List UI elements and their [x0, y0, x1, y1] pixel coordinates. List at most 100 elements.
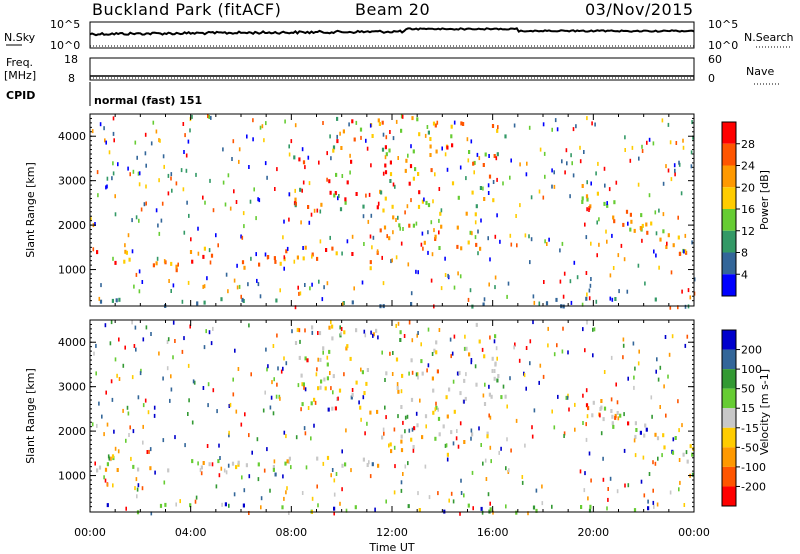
scatter-pixel [585, 388, 588, 393]
scatter-pixel [500, 446, 502, 451]
data-pixel [488, 392, 491, 397]
scatter-pixel [135, 347, 137, 352]
scatter-pixel [508, 468, 510, 473]
scatter-pixel [171, 188, 173, 193]
y-tick-label: 4000 [58, 336, 86, 349]
scatter-pixel [228, 404, 231, 408]
data-pixel [465, 211, 468, 216]
scatter-pixel [656, 357, 658, 362]
data-pixel [677, 235, 680, 240]
data-pixel [175, 268, 178, 273]
scatter-pixel [416, 372, 419, 377]
scatter-pixel [448, 498, 450, 503]
scatter-pixel [444, 273, 447, 277]
scatter-pixel [588, 288, 591, 293]
data-pixel [344, 462, 347, 467]
scatter-pixel [162, 376, 164, 381]
scatter-pixel [691, 120, 693, 125]
data-pixel [456, 225, 459, 230]
scatter-pixel [112, 256, 114, 261]
data-pixel [385, 152, 388, 157]
scatter-pixel [533, 408, 536, 413]
scatter-pixel [291, 329, 293, 334]
velocity-axis-ticks: 1000 2000 3000 4000 [58, 320, 695, 512]
scatter-pixel [424, 464, 427, 469]
scatter-pixel [457, 271, 459, 276]
scatter-pixel [541, 501, 544, 506]
scatter-pixel [675, 141, 678, 145]
scatter-pixel [161, 201, 164, 206]
data-pixel [383, 225, 387, 230]
scatter-pixel [235, 200, 238, 204]
scatter-pixel [118, 377, 121, 381]
scatter-pixel [127, 233, 130, 238]
data-pixel [377, 463, 380, 468]
data-pixel [243, 265, 246, 270]
data-pixel [316, 456, 319, 461]
scatter-pixel [369, 474, 372, 479]
data-pixel [392, 215, 395, 220]
scatter-pixel [620, 243, 623, 248]
scatter-pixel [473, 170, 475, 175]
data-pixel [336, 116, 339, 121]
scatter-pixel [233, 492, 236, 497]
scatter-pixel [221, 502, 223, 507]
data-pixel [500, 395, 503, 400]
data-pixel [382, 208, 385, 213]
scatter-pixel [548, 237, 550, 242]
scatter-pixel [215, 233, 217, 238]
scatter-pixel [244, 412, 246, 417]
scatter-pixel [624, 148, 626, 152]
data-pixel [585, 194, 589, 199]
data-pixel [437, 416, 441, 421]
scatter-pixel [441, 146, 443, 151]
scatter-pixel [137, 171, 140, 176]
scatter-pixel [586, 292, 588, 297]
scatter-pixel [301, 147, 304, 152]
scatter-pixel [248, 511, 250, 515]
scatter-pixel [556, 343, 558, 348]
scatter-pixel [492, 510, 494, 515]
freq-units-label: [MHz] [4, 69, 36, 82]
data-pixel [380, 190, 383, 195]
data-pixel [427, 130, 430, 135]
scatter-pixel [421, 231, 424, 236]
scatter-pixel [648, 193, 651, 198]
data-pixel [371, 134, 374, 138]
scatter-pixel [202, 386, 205, 390]
scatter-pixel [633, 385, 635, 390]
data-pixel [629, 212, 632, 217]
scatter-pixel [570, 153, 572, 158]
scatter-pixel [299, 339, 301, 344]
velocity-colorbar: 200 100 50 15 -15 -50 -100 -200 [721, 329, 766, 507]
scatter-pixel [426, 125, 429, 129]
scatter-pixel [586, 414, 589, 419]
scatter-pixel [592, 353, 594, 358]
velocity-data [91, 320, 695, 516]
scatter-pixel [300, 407, 302, 412]
scatter-pixel [457, 444, 460, 449]
scatter-pixel [586, 320, 588, 325]
scatter-pixel [563, 271, 566, 276]
scatter-pixel [606, 239, 608, 244]
nave-label: Nave [746, 65, 774, 78]
scatter-pixel [673, 163, 676, 168]
scatter-pixel [643, 493, 646, 498]
scatter-pixel [655, 369, 657, 374]
scatter-pixel [100, 283, 102, 288]
scatter-pixel [674, 168, 676, 173]
scatter-pixel [197, 461, 199, 466]
data-pixel [411, 116, 414, 121]
scatter-pixel [544, 174, 546, 179]
scatter-pixel [396, 382, 399, 387]
colorbar-swatch [722, 143, 736, 166]
scatter-pixel [273, 459, 276, 464]
scatter-pixel [470, 358, 473, 362]
scatter-pixel [459, 165, 462, 170]
scatter-pixel [591, 121, 593, 126]
scatter-pixel [163, 480, 166, 485]
scatter-pixel [470, 428, 473, 433]
data-pixel [372, 332, 375, 337]
scatter-pixel [288, 511, 290, 515]
data-pixel [612, 215, 615, 220]
